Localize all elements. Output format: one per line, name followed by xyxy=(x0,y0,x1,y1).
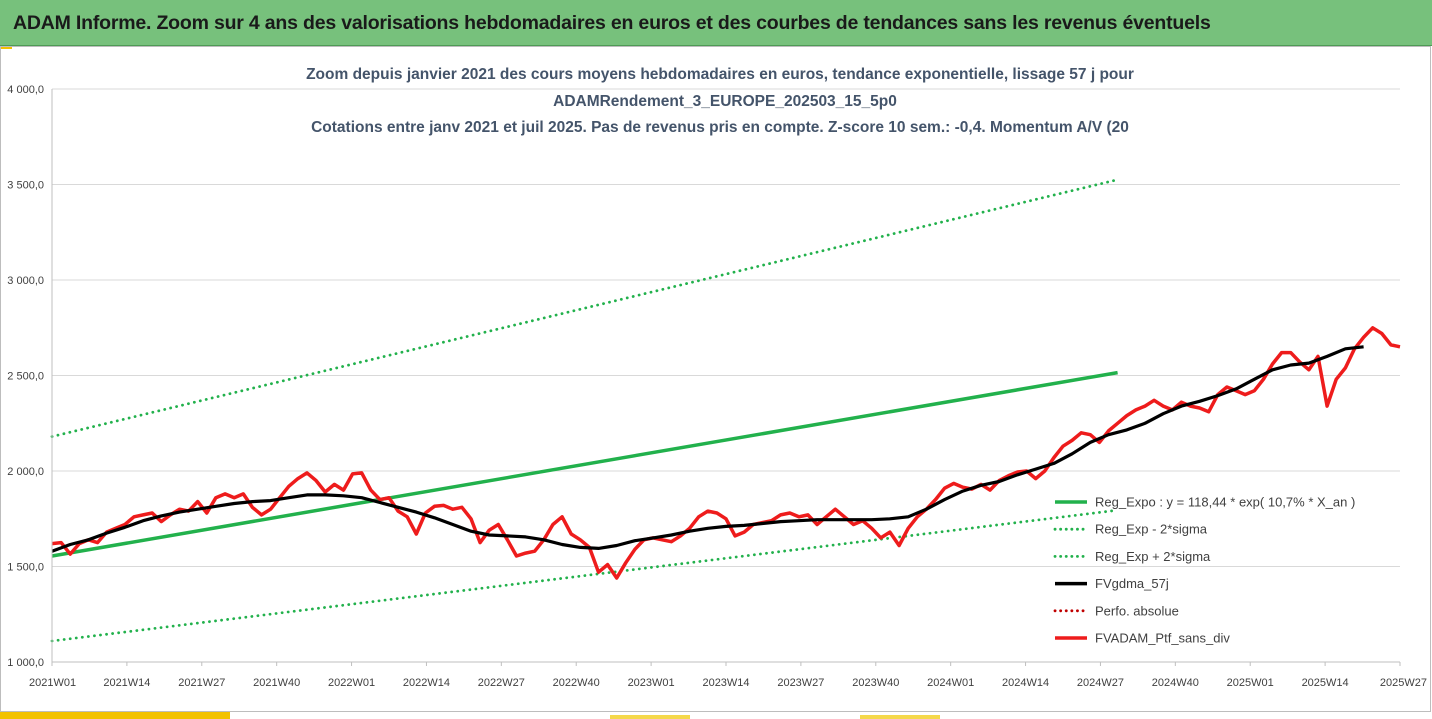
page-title: ADAM Informe. Zoom sur 4 ans des valoris… xyxy=(13,12,1211,34)
x-tick-label: 2022W40 xyxy=(553,677,600,689)
series-line-3 xyxy=(51,345,1364,553)
axis-layer: 1 000,0 1 500,0 2 000,0 2 500,0 3 000,0 3 500… xyxy=(7,84,1427,689)
x-tick-label: 2021W01 xyxy=(29,677,76,689)
x-tick-label: 2023W14 xyxy=(702,677,749,689)
x-tick-label: 2023W40 xyxy=(852,677,899,689)
legend-label: Reg_Expo : y = 118,44 * exp( 10,7% * X_a… xyxy=(1095,495,1355,510)
y-tick-label: 4 000,0 xyxy=(7,84,44,96)
legend-label: Reg_Exp - 2*sigma xyxy=(1095,522,1208,537)
x-tick-label: 2023W01 xyxy=(628,677,675,689)
x-tick-label: 2021W40 xyxy=(253,677,300,689)
chart-title-line-3: Cotations entre janv 2021 et juil 2025. … xyxy=(311,119,1129,136)
x-tick-label: 2024W27 xyxy=(1077,677,1124,689)
bottom-accent-mark xyxy=(610,715,690,719)
x-tick-label: 2023W27 xyxy=(777,677,824,689)
series-layer xyxy=(50,178,1401,643)
x-tick-label: 2024W01 xyxy=(927,677,974,689)
y-tick-label: 2 000,0 xyxy=(7,466,44,478)
x-tick-label: 2024W14 xyxy=(1002,677,1049,689)
bottom-accent-mark xyxy=(860,715,940,719)
x-tick-label: 2021W27 xyxy=(178,677,225,689)
x-tick-label: 2025W27 xyxy=(1380,677,1427,689)
chart-title: Zoom depuis janvier 2021 des cours moyen… xyxy=(306,66,1134,136)
x-tick-label: 2024W40 xyxy=(1152,677,1199,689)
y-tick-label: 2 500,0 xyxy=(7,371,44,383)
bottom-accent-strip xyxy=(0,712,230,719)
header-banner: ADAM Informe. Zoom sur 4 ans des valoris… xyxy=(0,0,1432,46)
grid-layer xyxy=(52,88,1400,663)
y-tick-label: 3 500,0 xyxy=(7,180,44,192)
chart-title-line-2: ADAMRendement_3_EUROPE_202503_15_5p0 xyxy=(553,93,897,110)
legend: Reg_Expo : y = 118,44 * exp( 10,7% * X_a… xyxy=(1053,495,1355,646)
legend-label: Perfo. absolue xyxy=(1095,603,1179,618)
x-tick-label: 2021W14 xyxy=(103,677,150,689)
series-line-2 xyxy=(50,178,1119,438)
legend-label: FVgdma_57j xyxy=(1095,576,1169,591)
legend-label: Reg_Exp + 2*sigma xyxy=(1095,549,1211,564)
corner-accent xyxy=(0,46,12,49)
x-tick-label: 2025W01 xyxy=(1227,677,1274,689)
series-line-1 xyxy=(50,508,1119,643)
x-tick-label: 2022W14 xyxy=(403,677,450,689)
y-tick-label: 1 500,0 xyxy=(7,562,44,574)
x-tick-label: 2025W14 xyxy=(1302,677,1349,689)
chart-frame xyxy=(0,46,1431,712)
legend-label: FVADAM_Ptf_sans_div xyxy=(1095,631,1230,646)
y-tick-label: 3 000,0 xyxy=(7,275,44,287)
x-tick-label: 2022W01 xyxy=(328,677,375,689)
x-tick-label: 2022W27 xyxy=(478,677,525,689)
series-line-5 xyxy=(51,326,1401,580)
series-line-0 xyxy=(51,370,1118,558)
y-tick-label: 1 000,0 xyxy=(7,657,44,669)
chart-title-line-1: Zoom depuis janvier 2021 des cours moyen… xyxy=(306,66,1134,83)
